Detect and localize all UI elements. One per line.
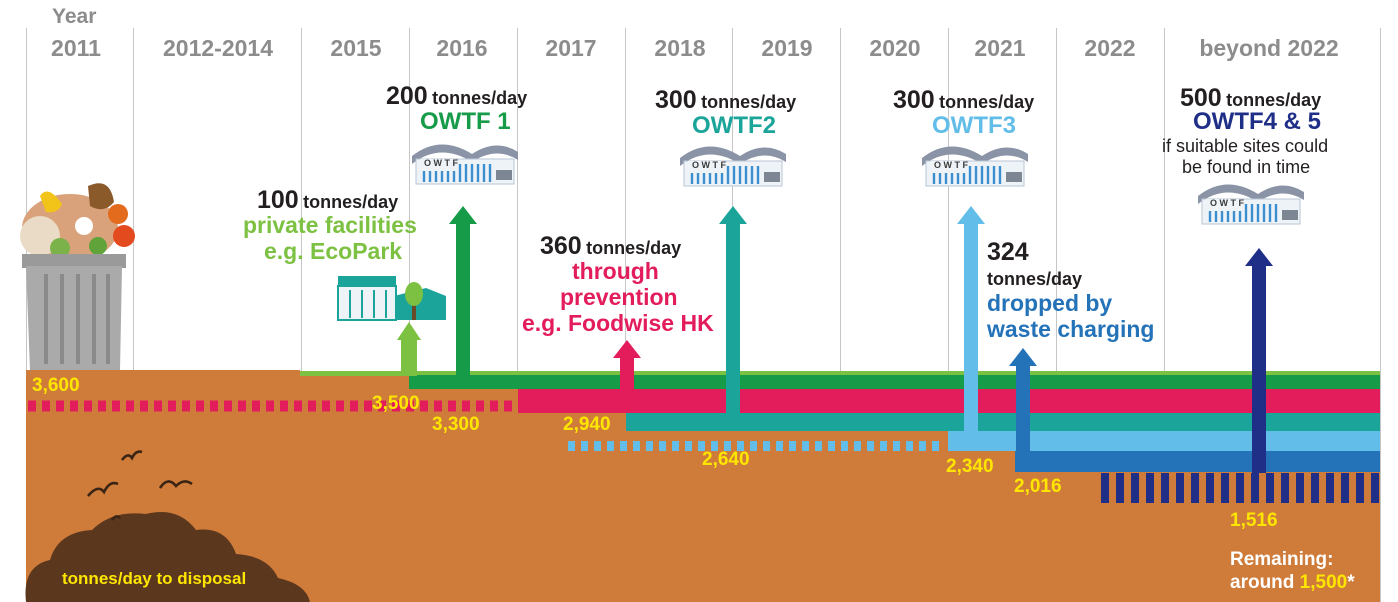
level-2640: 2,640 bbox=[702, 449, 750, 470]
disposal-label: tonnes/day to disposal bbox=[62, 569, 247, 588]
year-label-2020: 2020 bbox=[869, 35, 921, 61]
prevention-line3: e.g. Foodwise HK bbox=[522, 310, 714, 336]
private-line2: e.g. EcoPark bbox=[264, 238, 403, 264]
owtf2-name: OWTF2 bbox=[692, 112, 776, 139]
band-prevention bbox=[518, 389, 1380, 413]
owtf45-amount-label: 500 tonnes/day bbox=[1180, 86, 1321, 111]
owtf2-building-letters: O W T F bbox=[692, 160, 726, 170]
owtf45-building-icon: O W T F bbox=[1196, 183, 1306, 226]
owtf1-unit: tonnes/day bbox=[432, 88, 528, 108]
arrow-owtf3 bbox=[957, 206, 985, 432]
band-owtf2 bbox=[626, 413, 1380, 431]
year-divider bbox=[133, 28, 134, 602]
prevention-line2: prevention bbox=[560, 284, 678, 310]
level-2016: 2,016 bbox=[1014, 476, 1062, 497]
year-divider bbox=[301, 28, 302, 602]
year-label-2012-2014: 2012-2014 bbox=[163, 35, 273, 61]
owtf45-unit: tonnes/day bbox=[1226, 90, 1322, 110]
remaining-value: 1,500 bbox=[1299, 572, 1348, 593]
owtf1-building-icon: O W T F bbox=[410, 143, 520, 186]
owtf3-amount-label: 300 tonnes/day bbox=[893, 88, 1034, 113]
remaining-prefix: around bbox=[1230, 572, 1300, 593]
owtf1-amount-label: 200 tonnes/day bbox=[386, 84, 527, 109]
charging-line1: dropped by bbox=[987, 290, 1113, 316]
year-label-2021: 2021 bbox=[974, 35, 1026, 61]
owtf45-name: OWTF4 & 5 bbox=[1193, 108, 1322, 135]
charging-unit: tonnes/day bbox=[987, 269, 1083, 289]
level-1516: 1,516 bbox=[1230, 510, 1278, 531]
year-label-2019: 2019 bbox=[761, 35, 813, 61]
year-divider bbox=[1056, 28, 1057, 602]
arrow-owtf45 bbox=[1245, 248, 1273, 473]
year-label-2022: 2022 bbox=[1084, 35, 1136, 61]
year-divider bbox=[948, 28, 949, 602]
level-3600: 3,600 bbox=[32, 375, 80, 396]
owtf2-unit: tonnes/day bbox=[701, 92, 797, 112]
arrow-owtf1 bbox=[449, 206, 477, 377]
arrow-private bbox=[397, 322, 421, 376]
charging-amount: 324 bbox=[987, 238, 1029, 266]
band-private bbox=[300, 371, 1380, 376]
level-3300: 3,300 bbox=[432, 414, 480, 435]
owtf45-building-letters: O W T F bbox=[1210, 198, 1244, 208]
prevention-unit: tonnes/day bbox=[586, 238, 682, 258]
ecopark-building-icon bbox=[337, 276, 446, 321]
year-divider bbox=[1164, 28, 1165, 602]
prevention-line1: through bbox=[572, 258, 659, 284]
year-label-2018: 2018 bbox=[654, 35, 706, 61]
arrow-owtf2 bbox=[719, 206, 747, 414]
year-heading: Year bbox=[52, 5, 97, 28]
private-amount-label: 100 tonnes/day bbox=[257, 188, 398, 213]
owtf3-name: OWTF3 bbox=[932, 112, 1016, 139]
charging-line2: waste charging bbox=[987, 316, 1155, 342]
owtf45-note-line1: if suitable sites could bbox=[1162, 136, 1329, 156]
owtf3-building-icon: O W T F bbox=[920, 145, 1030, 188]
prevention-amount: 360 bbox=[540, 232, 582, 260]
year-divider bbox=[840, 28, 841, 602]
owtf45-note-line2: be found in time bbox=[1182, 157, 1311, 177]
band-owtf3 bbox=[948, 431, 1380, 451]
private-amount: 100 bbox=[257, 186, 299, 214]
level-2940: 2,940 bbox=[563, 414, 611, 435]
owtf2-amount-label: 300 tonnes/day bbox=[655, 88, 796, 113]
owtf1-amount: 200 bbox=[386, 82, 428, 110]
arrow-charging bbox=[1009, 348, 1037, 454]
owtf3-amount: 300 bbox=[893, 86, 935, 114]
garbage-pile-icon bbox=[25, 512, 310, 602]
prevention-amount-label: 360 tonnes/day bbox=[540, 234, 681, 259]
year-label-beyond-2022: beyond 2022 bbox=[1199, 35, 1339, 61]
year-divider bbox=[625, 28, 626, 602]
owtf2-building-icon: O W T F bbox=[678, 145, 788, 188]
remaining-value-line: around 1,500* bbox=[1230, 573, 1355, 592]
birds-icon bbox=[87, 450, 193, 521]
owtf45-amount: 500 bbox=[1180, 84, 1222, 112]
owtf3-building-letters: O W T F bbox=[934, 160, 968, 170]
year-divider bbox=[1380, 28, 1381, 602]
owtf3-unit: tonnes/day bbox=[939, 92, 1035, 112]
band-owtf1 bbox=[409, 375, 1380, 389]
year-label-2016: 2016 bbox=[436, 35, 488, 61]
remaining-suffix: * bbox=[1347, 572, 1355, 593]
private-unit: tonnes/day bbox=[303, 192, 399, 212]
remaining-label: Remaining: bbox=[1230, 549, 1334, 570]
trash-bin-icon bbox=[20, 183, 135, 370]
level-2340: 2,340 bbox=[946, 456, 994, 477]
owtf2-amount: 300 bbox=[655, 86, 697, 114]
level-3500: 3,500 bbox=[372, 393, 420, 414]
owtf1-building-letters: O W T F bbox=[424, 158, 458, 168]
private-line1: private facilities bbox=[243, 212, 417, 238]
year-label-2015: 2015 bbox=[330, 35, 382, 61]
year-label-2017: 2017 bbox=[545, 35, 597, 61]
arrow-prevention bbox=[613, 340, 641, 392]
owtf1-name: OWTF 1 bbox=[420, 108, 511, 135]
year-label-2011: 2011 bbox=[51, 35, 101, 61]
year-divider bbox=[26, 28, 27, 602]
year-divider bbox=[517, 28, 518, 602]
band-charging bbox=[1015, 451, 1380, 472]
